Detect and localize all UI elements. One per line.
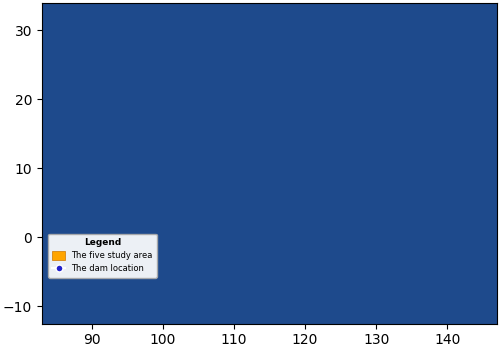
Legend: The five study area, The dam location: The five study area, The dam location [48, 234, 157, 278]
